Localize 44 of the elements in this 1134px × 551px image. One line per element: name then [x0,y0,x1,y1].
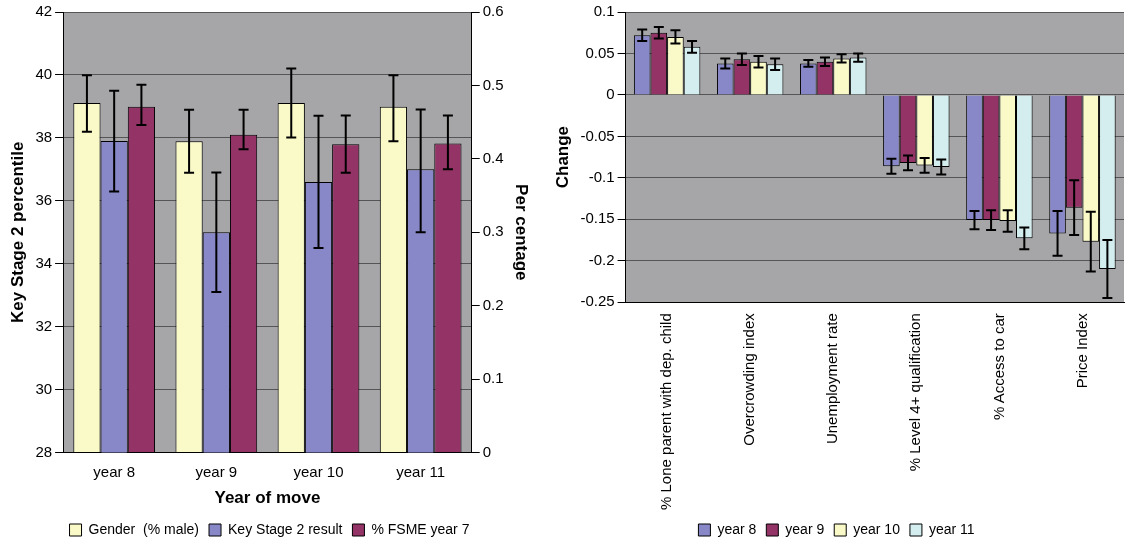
x-tick-label: year 8 [93,462,136,480]
legend-label: year 10 [853,520,901,537]
y2-tick-label: 0.1 [482,369,504,387]
y-tick-label: 30 [35,379,53,397]
legend-label: Key Stage 2 result [228,520,343,537]
y-tick-label: -0.15 [580,209,615,227]
legend-label: % FSME year 7 [371,520,470,537]
x-tick-label: % Lone parent with dep. child [657,313,675,510]
y-tick-label: 32 [35,316,53,334]
x-tick-label: % Level 4+ qualification [906,313,924,472]
x-tick-label: year 10 [293,462,344,480]
y-tick-label: 40 [35,65,53,83]
x-tick-label: % Access to car [989,313,1007,420]
y-axis-title: Change [552,125,572,189]
y2-tick-label: 0 [482,442,492,460]
x-tick-label: year 11 [396,462,446,480]
y2-tick-label: 0.2 [482,295,504,313]
legend-label: year 11 [928,520,975,537]
y2-tick-label: 0.5 [482,75,504,93]
x-axis-title: Year of move [214,488,321,508]
y-tick-label: 36 [35,190,53,208]
y-tick-label: 42 [35,2,53,20]
y2-axis-title: Per centage [512,184,532,281]
y-tick-label: -0.25 [580,292,615,310]
y-tick-label: -0.1 [588,167,615,185]
y-tick-label: 38 [35,128,53,146]
legend-label: year 9 [785,520,825,537]
x-tick-label: Price Index [1072,312,1090,389]
legend-label: Gender (% male) [88,520,200,537]
legend-label: year 8 [717,520,757,537]
y-tick-label: 34 [35,253,53,271]
y-tick-label: 0 [606,85,615,103]
x-tick-label: Overcrowding index [740,312,758,446]
y-tick-label: -0.05 [580,126,615,144]
y2-tick-label: 0.6 [482,2,504,20]
y2-tick-label: 0.4 [482,149,504,167]
y-tick-label: 0.05 [585,43,615,61]
y2-tick-label: 0.3 [482,222,504,240]
y-tick-label: 0.1 [593,2,615,20]
x-tick-label: Unemployment rate [823,313,841,445]
y-tick-label: 28 [35,442,53,460]
x-tick-label: year 9 [195,462,238,480]
y-tick-label: -0.2 [588,250,615,268]
y-axis-title: Key Stage 2 percentile [7,141,27,324]
